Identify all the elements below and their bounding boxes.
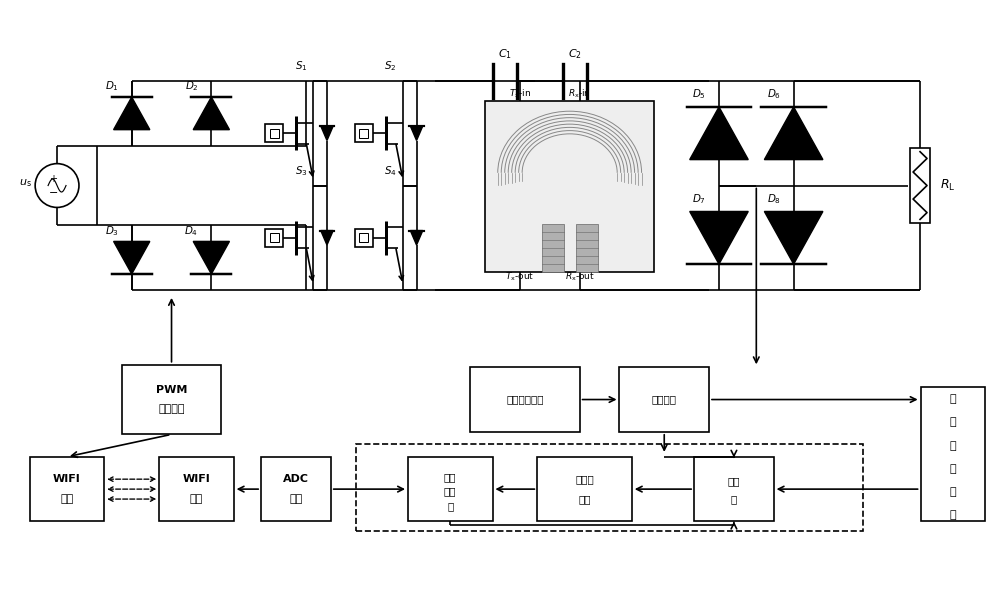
Text: 路: 路 xyxy=(950,511,956,520)
Bar xyxy=(359,129,368,138)
Text: +: + xyxy=(49,173,57,184)
Text: 波器: 波器 xyxy=(578,494,591,504)
Text: $D_3$: $D_3$ xyxy=(105,224,119,238)
Bar xyxy=(356,445,863,531)
Polygon shape xyxy=(764,211,823,264)
Bar xyxy=(270,129,279,138)
Bar xyxy=(359,233,368,242)
Bar xyxy=(921,387,985,521)
Text: 环路滤: 环路滤 xyxy=(575,474,594,484)
Bar xyxy=(122,365,221,434)
Text: 相: 相 xyxy=(950,394,956,404)
Text: 振荡: 振荡 xyxy=(444,486,456,496)
Text: $S_1$: $S_1$ xyxy=(295,59,307,73)
Bar xyxy=(355,229,373,247)
Text: WIFI: WIFI xyxy=(53,474,81,484)
Text: $C_2$: $C_2$ xyxy=(568,47,582,61)
Polygon shape xyxy=(690,211,748,264)
Bar xyxy=(910,148,930,223)
Polygon shape xyxy=(321,230,333,245)
Polygon shape xyxy=(114,241,150,274)
Polygon shape xyxy=(321,126,333,140)
Text: 补: 补 xyxy=(950,440,956,451)
Polygon shape xyxy=(410,126,423,140)
Bar xyxy=(261,457,331,521)
Bar xyxy=(30,457,104,521)
Bar xyxy=(537,457,632,521)
Text: $D_1$: $D_1$ xyxy=(105,80,119,94)
Text: $D_2$: $D_2$ xyxy=(185,80,198,94)
Text: 器: 器 xyxy=(731,494,737,504)
Text: $S_3$: $S_3$ xyxy=(295,164,307,178)
Text: $D_4$: $D_4$ xyxy=(184,224,199,238)
Text: 电: 电 xyxy=(950,487,956,497)
Bar xyxy=(470,367,580,432)
Text: $R_{\rm x}$-out: $R_{\rm x}$-out xyxy=(565,271,595,283)
Text: $T_{\rm x}$-in: $T_{\rm x}$-in xyxy=(509,88,531,100)
Text: 控制电路: 控制电路 xyxy=(158,404,185,415)
Polygon shape xyxy=(193,97,229,130)
Bar xyxy=(542,224,564,272)
Text: $S_2$: $S_2$ xyxy=(384,59,397,73)
Text: 模块: 模块 xyxy=(190,494,203,504)
Text: ADC: ADC xyxy=(283,474,309,484)
Bar xyxy=(159,457,234,521)
Text: $T_{\rm x}$-out: $T_{\rm x}$-out xyxy=(505,271,535,283)
Bar xyxy=(694,457,774,521)
Polygon shape xyxy=(764,107,823,160)
Text: 电流检测电路: 电流检测电路 xyxy=(506,395,544,404)
Text: $S_4$: $S_4$ xyxy=(384,164,397,178)
Bar xyxy=(576,224,598,272)
Bar xyxy=(265,124,283,142)
Bar xyxy=(408,457,493,521)
Text: $D_6$: $D_6$ xyxy=(767,87,781,101)
Bar xyxy=(270,233,279,242)
Bar xyxy=(485,101,654,272)
Polygon shape xyxy=(410,230,423,245)
Bar xyxy=(355,124,373,142)
Text: 偶: 偶 xyxy=(950,464,956,474)
Bar xyxy=(265,229,283,247)
Text: PWM: PWM xyxy=(156,385,187,395)
Text: 模块: 模块 xyxy=(60,494,74,504)
Text: WIFI: WIFI xyxy=(183,474,210,484)
Text: $R_{\rm L}$: $R_{\rm L}$ xyxy=(940,178,955,193)
Polygon shape xyxy=(193,241,229,274)
Polygon shape xyxy=(114,97,150,130)
Text: $D_5$: $D_5$ xyxy=(692,87,706,101)
Text: −: − xyxy=(48,188,58,199)
Text: $D_7$: $D_7$ xyxy=(692,192,706,206)
Text: 移相电路: 移相电路 xyxy=(652,395,677,404)
Text: 压控: 压控 xyxy=(444,472,456,482)
Text: $D_8$: $D_8$ xyxy=(767,192,781,206)
Polygon shape xyxy=(690,107,748,160)
Text: 位: 位 xyxy=(950,418,956,427)
Text: $C_1$: $C_1$ xyxy=(498,47,512,61)
Bar xyxy=(619,367,709,432)
Text: $u_{\rm s}$: $u_{\rm s}$ xyxy=(19,178,32,190)
Text: $R_{\rm x}$-in: $R_{\rm x}$-in xyxy=(568,88,591,100)
Text: 电路: 电路 xyxy=(289,494,303,504)
Text: 鉴相: 鉴相 xyxy=(728,476,740,486)
Text: 器: 器 xyxy=(447,501,453,511)
